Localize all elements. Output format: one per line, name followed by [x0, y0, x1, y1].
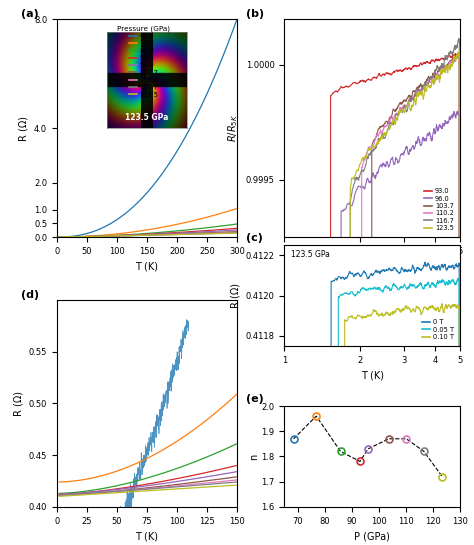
Text: (b): (b)	[246, 9, 264, 19]
Y-axis label: R (Ω): R (Ω)	[13, 391, 23, 416]
X-axis label: T (K): T (K)	[136, 531, 158, 541]
X-axis label: T (K): T (K)	[136, 262, 158, 271]
Y-axis label: n: n	[249, 453, 259, 459]
Legend: 0 T, 0.05 T, 0.10 T: 0 T, 0.05 T, 0.10 T	[419, 317, 456, 343]
Y-axis label: R (Ω): R (Ω)	[230, 283, 240, 308]
Text: (d): (d)	[21, 290, 39, 300]
X-axis label: T (K): T (K)	[361, 262, 383, 271]
Text: 123.5 GPa: 123.5 GPa	[292, 250, 330, 259]
Text: (c): (c)	[246, 233, 263, 243]
Text: (a): (a)	[21, 9, 38, 19]
Legend: 68.4, 76.8, 85.8, 93.0, 96.0, 103.7, 110.2, 116.7, 123.5: 68.4, 76.8, 85.8, 93.0, 96.0, 103.7, 110…	[114, 22, 173, 100]
X-axis label: T (K): T (K)	[361, 371, 383, 380]
Y-axis label: R (Ω): R (Ω)	[18, 116, 28, 141]
Y-axis label: $R/R_{5K}$: $R/R_{5K}$	[227, 114, 240, 142]
Legend: 93.0, 96.0, 103.7, 110.2, 116.7, 123.5: 93.0, 96.0, 103.7, 110.2, 116.7, 123.5	[421, 186, 456, 234]
X-axis label: P (GPa): P (GPa)	[354, 531, 390, 541]
Text: (e): (e)	[246, 394, 264, 404]
